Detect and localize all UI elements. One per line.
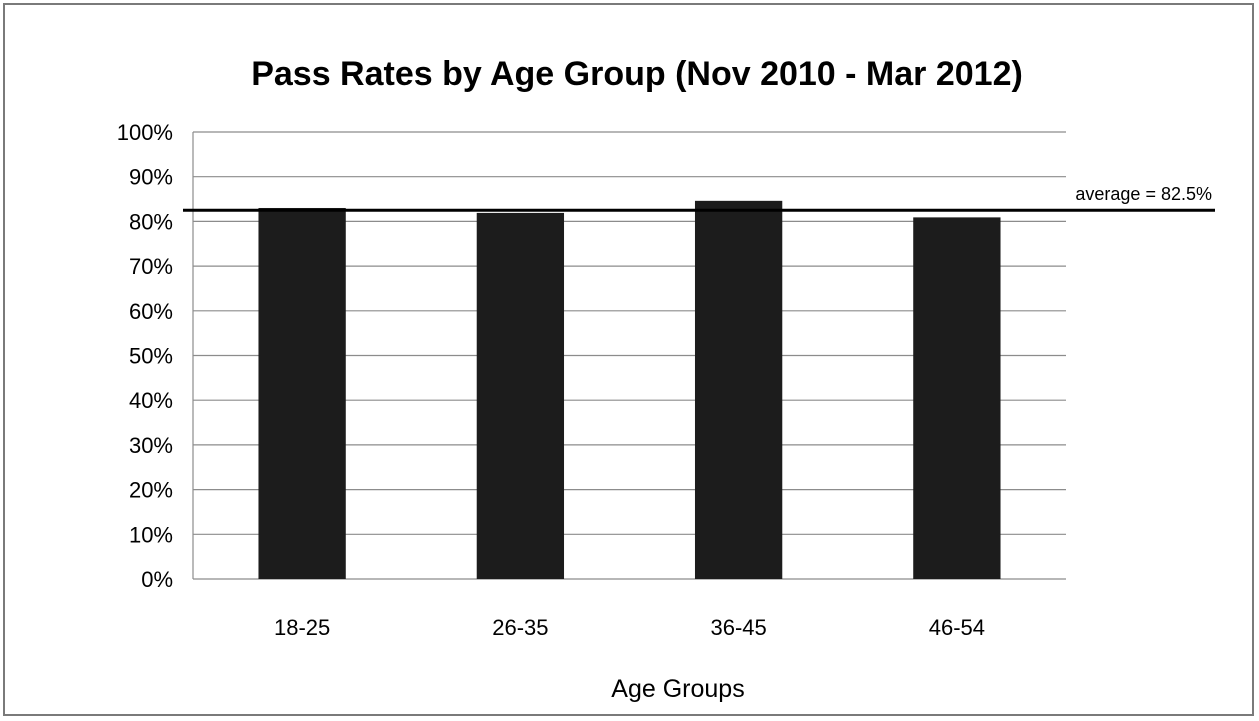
y-axis-ticks: 0% 10% 20% 30% 40% 50% 60% 70% 80% 90% 100% bbox=[117, 120, 173, 592]
bar-26-35 bbox=[476, 212, 565, 580]
y-tick-label: 100% bbox=[117, 120, 173, 145]
x-tick-label: 46-54 bbox=[929, 615, 985, 640]
y-tick-label: 10% bbox=[129, 522, 173, 547]
x-axis-ticks: 18-25 26-35 36-45 46-54 bbox=[274, 615, 985, 640]
bar-46-54 bbox=[913, 217, 1001, 579]
y-tick-label: 30% bbox=[129, 433, 173, 458]
bar-36-45 bbox=[694, 200, 783, 579]
chart-title: Pass Rates by Age Group (Nov 2010 - Mar … bbox=[251, 55, 1023, 93]
y-tick-label: 50% bbox=[129, 344, 173, 369]
bars bbox=[258, 200, 1001, 580]
chart-frame: Pass Rates by Age Group (Nov 2010 - Mar … bbox=[3, 3, 1254, 716]
average-line-label: average = 82.5% bbox=[1075, 184, 1212, 204]
average-line-group: average = 82.5% bbox=[183, 184, 1215, 212]
bar-18-25 bbox=[258, 207, 346, 580]
y-tick-label: 40% bbox=[129, 388, 173, 413]
y-tick-label: 80% bbox=[129, 209, 173, 234]
x-tick-label: 26-35 bbox=[492, 615, 548, 640]
x-axis-label: Age Groups bbox=[611, 675, 744, 703]
x-tick-label: 18-25 bbox=[274, 615, 330, 640]
bar-chart: Pass Rates by Age Group (Nov 2010 - Mar … bbox=[117, 55, 1215, 703]
y-tick-label: 60% bbox=[129, 299, 173, 324]
y-tick-label: 70% bbox=[129, 254, 173, 279]
y-tick-label: 90% bbox=[129, 165, 173, 190]
y-tick-label: 20% bbox=[129, 478, 173, 503]
x-tick-label: 36-45 bbox=[710, 615, 766, 640]
y-tick-label: 0% bbox=[141, 567, 173, 592]
